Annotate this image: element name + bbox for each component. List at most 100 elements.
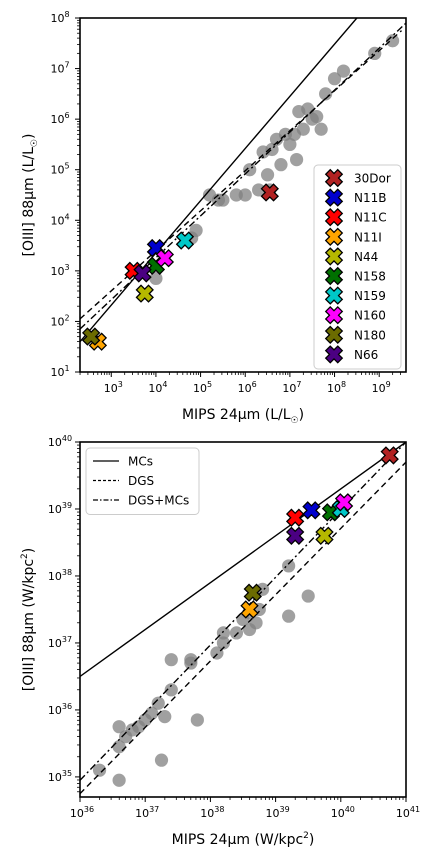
marker-n160 — [334, 493, 354, 512]
fit-line-solid — [80, 442, 406, 678]
marker-n160-shape — [155, 249, 175, 268]
y-axis-label: [OIII] 88μm (W/kpc2) — [20, 548, 37, 692]
x-tick-label: 1036 — [70, 805, 94, 820]
legend-label-n66: N66 — [354, 348, 378, 362]
marker-n44-shape — [135, 284, 154, 303]
x-axis-label-end: ) — [299, 407, 304, 423]
marker-30dor-shape — [380, 446, 399, 465]
y-tick-label-base: 10 — [48, 704, 62, 717]
x-tick-label: 105 — [193, 380, 212, 395]
background-point — [314, 122, 328, 136]
legend-label-n158: N158 — [354, 270, 386, 284]
marker-n11i — [240, 600, 259, 619]
y-tick-label-exp: 36 — [62, 702, 72, 711]
y-tick-label-base: 10 — [50, 214, 64, 227]
marker-n44-shape — [315, 526, 334, 545]
legend-marker-n11c — [324, 208, 344, 227]
background-point — [210, 646, 224, 660]
marker-n66 — [133, 264, 152, 283]
x-tick-label-base: 10 — [148, 382, 162, 395]
y-tick-label: 1040 — [48, 434, 72, 449]
x-axis-label-main: MIPS 24μm (L/L — [182, 407, 291, 423]
y-tick-label-exp: 40 — [62, 434, 72, 443]
marker-30dor-shape — [260, 183, 279, 202]
y-tick-label: 105 — [50, 162, 69, 177]
marker-n160 — [155, 249, 175, 268]
marker-n11c-shape — [285, 508, 305, 527]
y-tick-label: 108 — [50, 10, 69, 25]
legend-label-n11c: N11C — [354, 211, 387, 225]
legend-marker-n180-shape — [324, 325, 344, 344]
x-tick-label: 1040 — [331, 805, 355, 820]
background-point — [282, 609, 296, 623]
x-tick-label-exp: 36 — [84, 805, 94, 814]
legend-label-solid: MCs — [128, 455, 153, 469]
background-point — [216, 636, 231, 650]
legend-label-30dor: 30Dor — [354, 172, 391, 186]
plot-area — [80, 18, 406, 351]
legend-label-n159: N159 — [354, 289, 386, 303]
legend-marker-n11b — [324, 188, 344, 207]
background-point — [310, 110, 324, 124]
marker-n66-shape — [285, 526, 305, 545]
y-tick-label-base: 10 — [50, 265, 64, 278]
x-axis-label-sup: 2 — [303, 831, 309, 841]
y-tick-label-exp: 4 — [64, 212, 69, 221]
x-tick-label: 107 — [282, 380, 301, 395]
x-tick-label-exp: 5 — [207, 380, 212, 389]
marker-n159 — [175, 231, 195, 250]
marker-n11c — [285, 508, 305, 527]
x-tick-label-base: 10 — [135, 807, 149, 820]
y-tick-label: 106 — [50, 111, 69, 126]
background-point — [274, 158, 288, 172]
legend-marker-30dor — [324, 168, 344, 188]
y-tick-label: 102 — [50, 313, 69, 328]
y-tick-label-base: 10 — [48, 503, 62, 516]
background-point — [282, 559, 296, 573]
legend-label-n11i: N11I — [354, 230, 382, 244]
y-tick-label-exp: 38 — [62, 568, 72, 577]
y-tick-label-base: 10 — [48, 570, 62, 583]
legend-marker-n159-shape — [324, 286, 344, 305]
axes-frame — [79, 441, 407, 798]
y-axis-label-main: [OIII] 88μm (L/L — [21, 147, 37, 257]
y-tick-label: 1036 — [48, 702, 72, 717]
x-tick-label-exp: 38 — [214, 805, 224, 814]
x-tick-label-base: 10 — [327, 382, 341, 395]
background-point — [249, 616, 263, 630]
marker-n180-shape — [243, 583, 262, 602]
background-point — [319, 87, 333, 101]
y-tick-label-base: 10 — [50, 63, 64, 76]
x-axis-label: MIPS 24μm (L/L☉) — [182, 407, 304, 426]
x-tick-label-exp: 6 — [252, 380, 257, 389]
y-tick-label-exp: 5 — [64, 162, 69, 171]
legend-marker-n44 — [324, 247, 344, 266]
background-point — [336, 64, 351, 78]
x-tick-label-exp: 39 — [280, 805, 290, 814]
top-chart: 103 104 105 106 107 108 1091011021031041051061… — [21, 10, 407, 426]
fit-line-solid — [80, 18, 358, 343]
y-tick-label-exp: 1 — [64, 364, 69, 373]
x-tick-label: 1037 — [135, 805, 159, 820]
legend-marker-n158-shape — [324, 266, 344, 286]
x-tick-label-exp: 9 — [386, 380, 391, 389]
y-tick-label-base: 10 — [50, 12, 64, 25]
legend-marker-n158 — [324, 266, 344, 286]
x-tick-label-base: 10 — [266, 807, 280, 820]
x-axis-label-sub: ☉ — [291, 416, 299, 426]
x-tick-label-base: 10 — [331, 807, 345, 820]
y-tick-label-base: 10 — [50, 164, 64, 177]
x-tick-label-exp: 8 — [341, 380, 346, 389]
legend-marker-n159 — [324, 286, 344, 305]
background-point — [269, 132, 284, 146]
y-tick-label-exp: 7 — [64, 61, 69, 70]
marker-30dor — [380, 446, 399, 465]
marker-n66 — [285, 526, 305, 545]
background-point — [151, 696, 165, 710]
legend-marker-n11i-shape — [324, 227, 344, 246]
legend-marker-n11c-shape — [324, 208, 344, 227]
bottom-chart: 1036 1037 1038 1039 1040 10411035103610371038… — [20, 434, 420, 848]
x-tick-label-base: 10 — [238, 382, 252, 395]
y-axis-label-sub: ☉ — [30, 139, 40, 147]
